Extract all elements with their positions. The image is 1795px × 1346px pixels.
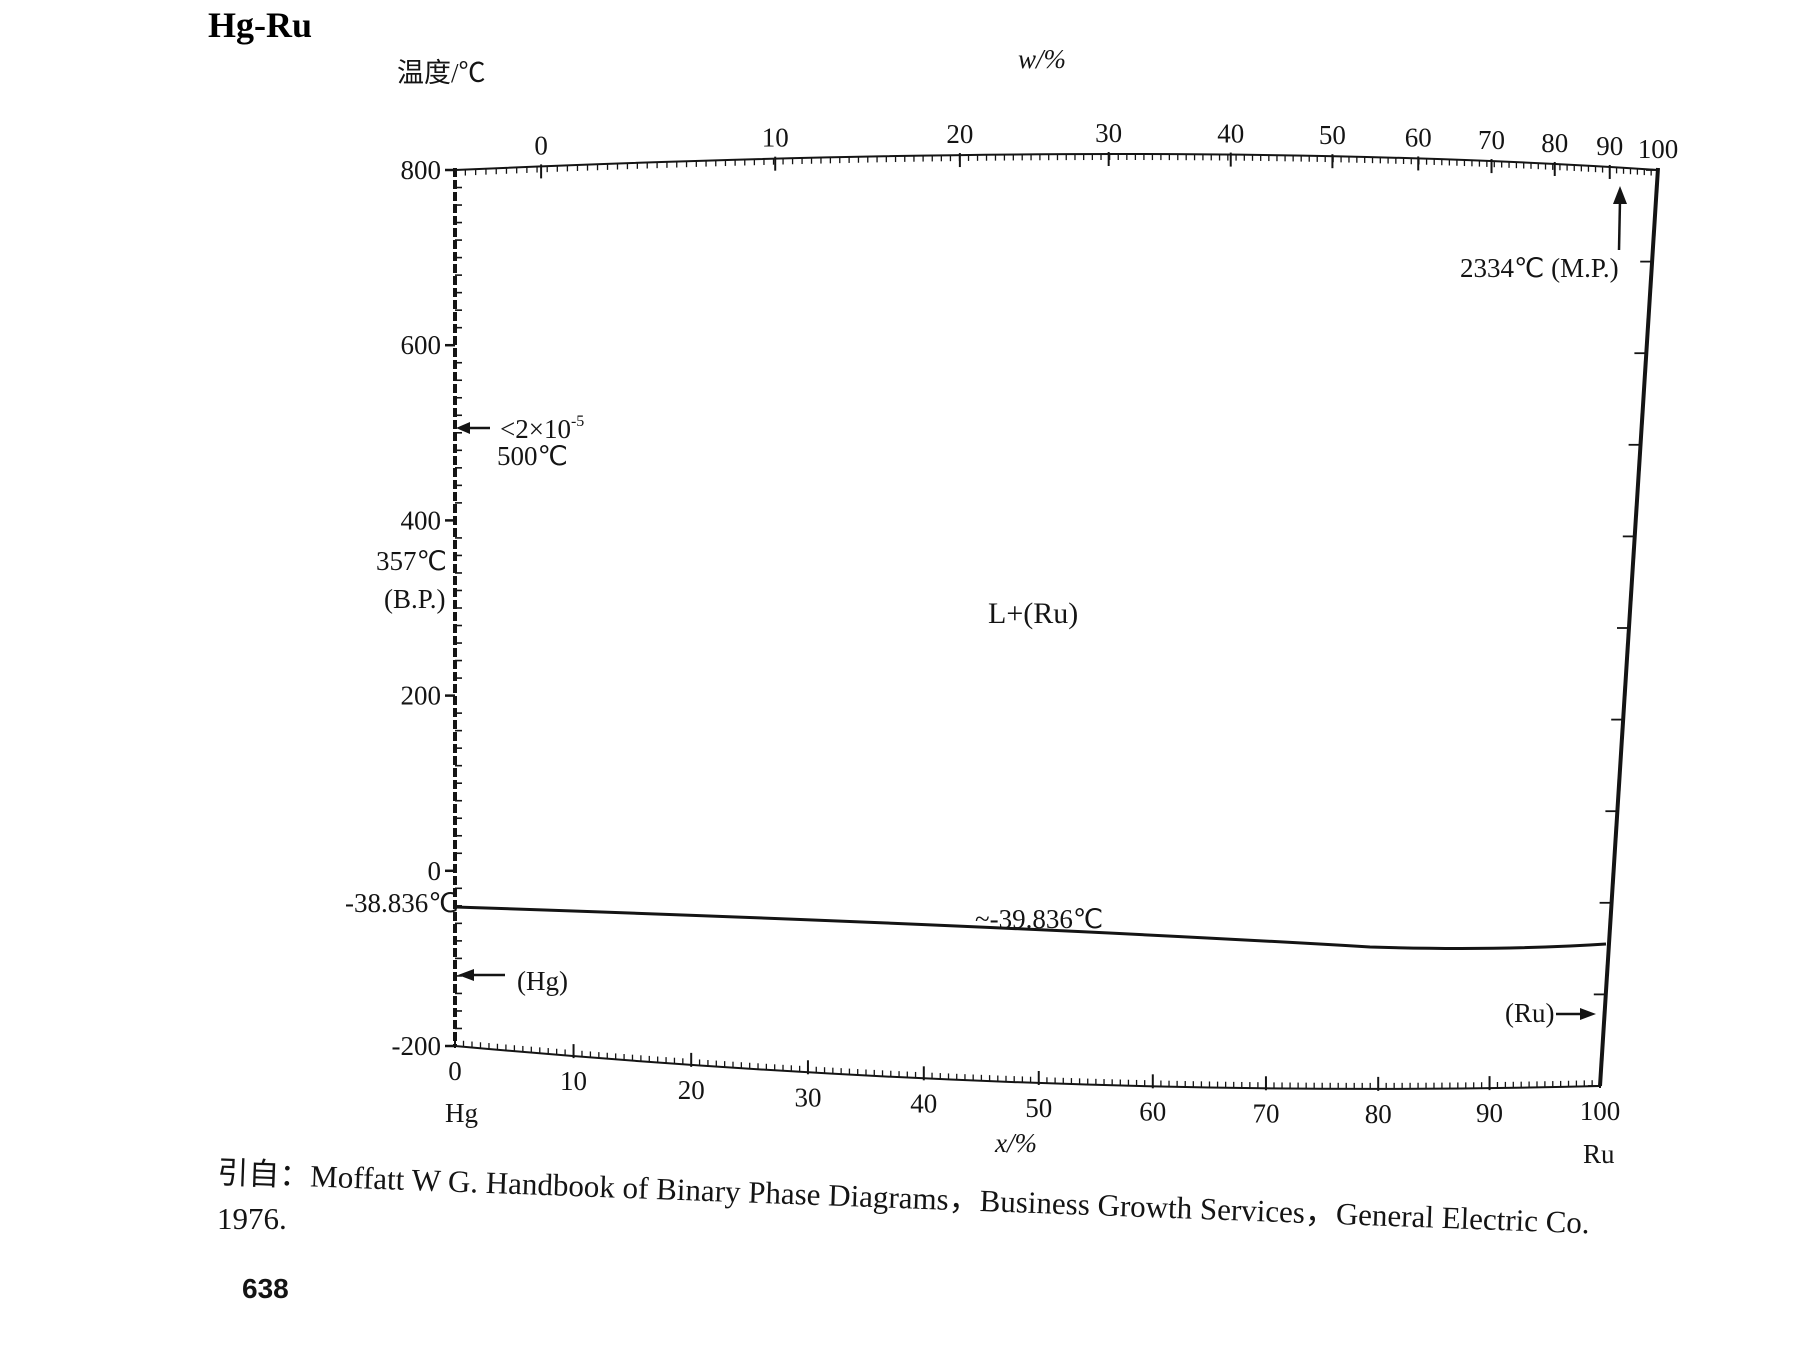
- hg-boiling-temp-label: 357℃: [376, 546, 447, 576]
- solubility-exponent: -5: [571, 413, 584, 430]
- weight-percent-axis-label: w/%: [1018, 44, 1066, 74]
- weight-percent-tick-label: 40: [1217, 119, 1244, 149]
- atomic-percent-axis-label: x/%: [994, 1128, 1037, 1158]
- top-minor-ticks: [464, 154, 1652, 176]
- hg-boiling-kind-label: (B.P.): [384, 584, 446, 614]
- atomic-percent-tick-label: 80: [1365, 1099, 1392, 1129]
- atomic-percent-tick-label: 10: [560, 1066, 587, 1096]
- diagram-title: Hg-Ru: [208, 5, 312, 45]
- hg-melting-label: -38.836℃: [345, 888, 459, 918]
- region-label-ru: (Ru): [1505, 998, 1555, 1028]
- weight-percent-tick-label: 30: [1095, 118, 1122, 148]
- hg-phase-arrow: [458, 969, 505, 981]
- citation-line-1: 引自：Moffatt W G. Handbook of Binary Phase…: [217, 1155, 1591, 1240]
- solubility-arrow: [456, 422, 490, 434]
- weight-percent-tick-labels: 0 10 20 30 40 50 60 70 80 90 100: [534, 118, 1678, 182]
- atomic-percent-tick-label: 90: [1476, 1098, 1503, 1128]
- weight-percent-tick-label: 20: [946, 119, 973, 149]
- weight-percent-tick-label: 80: [1541, 128, 1568, 158]
- weight-percent-tick-label: 100: [1638, 134, 1679, 164]
- temperature-ticks: 800 600 400 200 0 -200: [392, 155, 462, 1061]
- bottom-atomic-axis-line: [454, 1045, 1601, 1090]
- invariant-line: [454, 905, 1607, 950]
- ru-melting-arrow: [1613, 186, 1627, 251]
- bottom-minor-ticks: [462, 1040, 1593, 1089]
- temperature-tick-label: 800: [401, 155, 442, 185]
- page-number: 638: [242, 1273, 289, 1304]
- solubility-temperature: 500℃: [497, 441, 568, 471]
- region-label-liquid-plus-ru: L+(Ru): [988, 597, 1078, 630]
- atomic-percent-tick-label: 40: [910, 1088, 937, 1118]
- top-weight-axis-line: [454, 153, 1659, 171]
- weight-percent-tick-label: 70: [1478, 125, 1505, 155]
- ru-melting-label: 2334℃ (M.P.): [1460, 253, 1619, 283]
- solubility-value: <2×10: [500, 414, 571, 444]
- temperature-tick-label: -200: [392, 1031, 442, 1061]
- weight-percent-tick-label: 0: [534, 130, 548, 160]
- temperature-axis-label: 温度/℃: [397, 58, 486, 88]
- atomic-percent-tick-label: 100: [1580, 1096, 1621, 1126]
- citation-line-2: 1976.: [217, 1201, 287, 1236]
- atomic-percent-tick-label: 70: [1252, 1098, 1279, 1128]
- right-element-label: Ru: [1583, 1139, 1615, 1169]
- invariant-temperature-label: ~-39.836℃: [975, 904, 1103, 934]
- atomic-percent-tick-labels: 0 10 20 30 40 50 60 70 80 90 100: [448, 1034, 1620, 1129]
- atomic-percent-tick-label: 60: [1139, 1096, 1166, 1126]
- ru-phase-arrow: [1556, 1008, 1596, 1020]
- weight-percent-tick-label: 10: [762, 123, 789, 153]
- temperature-tick-label: 400: [401, 505, 442, 535]
- weight-percent-tick-label: 60: [1405, 122, 1432, 152]
- ru-solidus-line: [1598, 167, 1660, 1087]
- atomic-percent-tick-label: 30: [794, 1082, 821, 1112]
- atomic-percent-tick-label: 20: [678, 1075, 705, 1105]
- solubility-note: <2×10-5: [500, 413, 584, 444]
- weight-percent-tick-label: 90: [1596, 131, 1623, 161]
- temperature-tick-label: 600: [401, 330, 442, 360]
- atomic-percent-tick-label: 50: [1025, 1093, 1052, 1123]
- temperature-tick-label: 0: [428, 856, 442, 886]
- right-edge-ticks: [1588, 169, 1658, 1087]
- atomic-percent-tick-label: 0: [448, 1056, 462, 1086]
- weight-percent-tick-label: 50: [1319, 120, 1346, 150]
- region-label-hg: (Hg): [517, 966, 568, 996]
- left-element-label: Hg: [445, 1098, 478, 1128]
- temperature-tick-label: 200: [401, 681, 442, 711]
